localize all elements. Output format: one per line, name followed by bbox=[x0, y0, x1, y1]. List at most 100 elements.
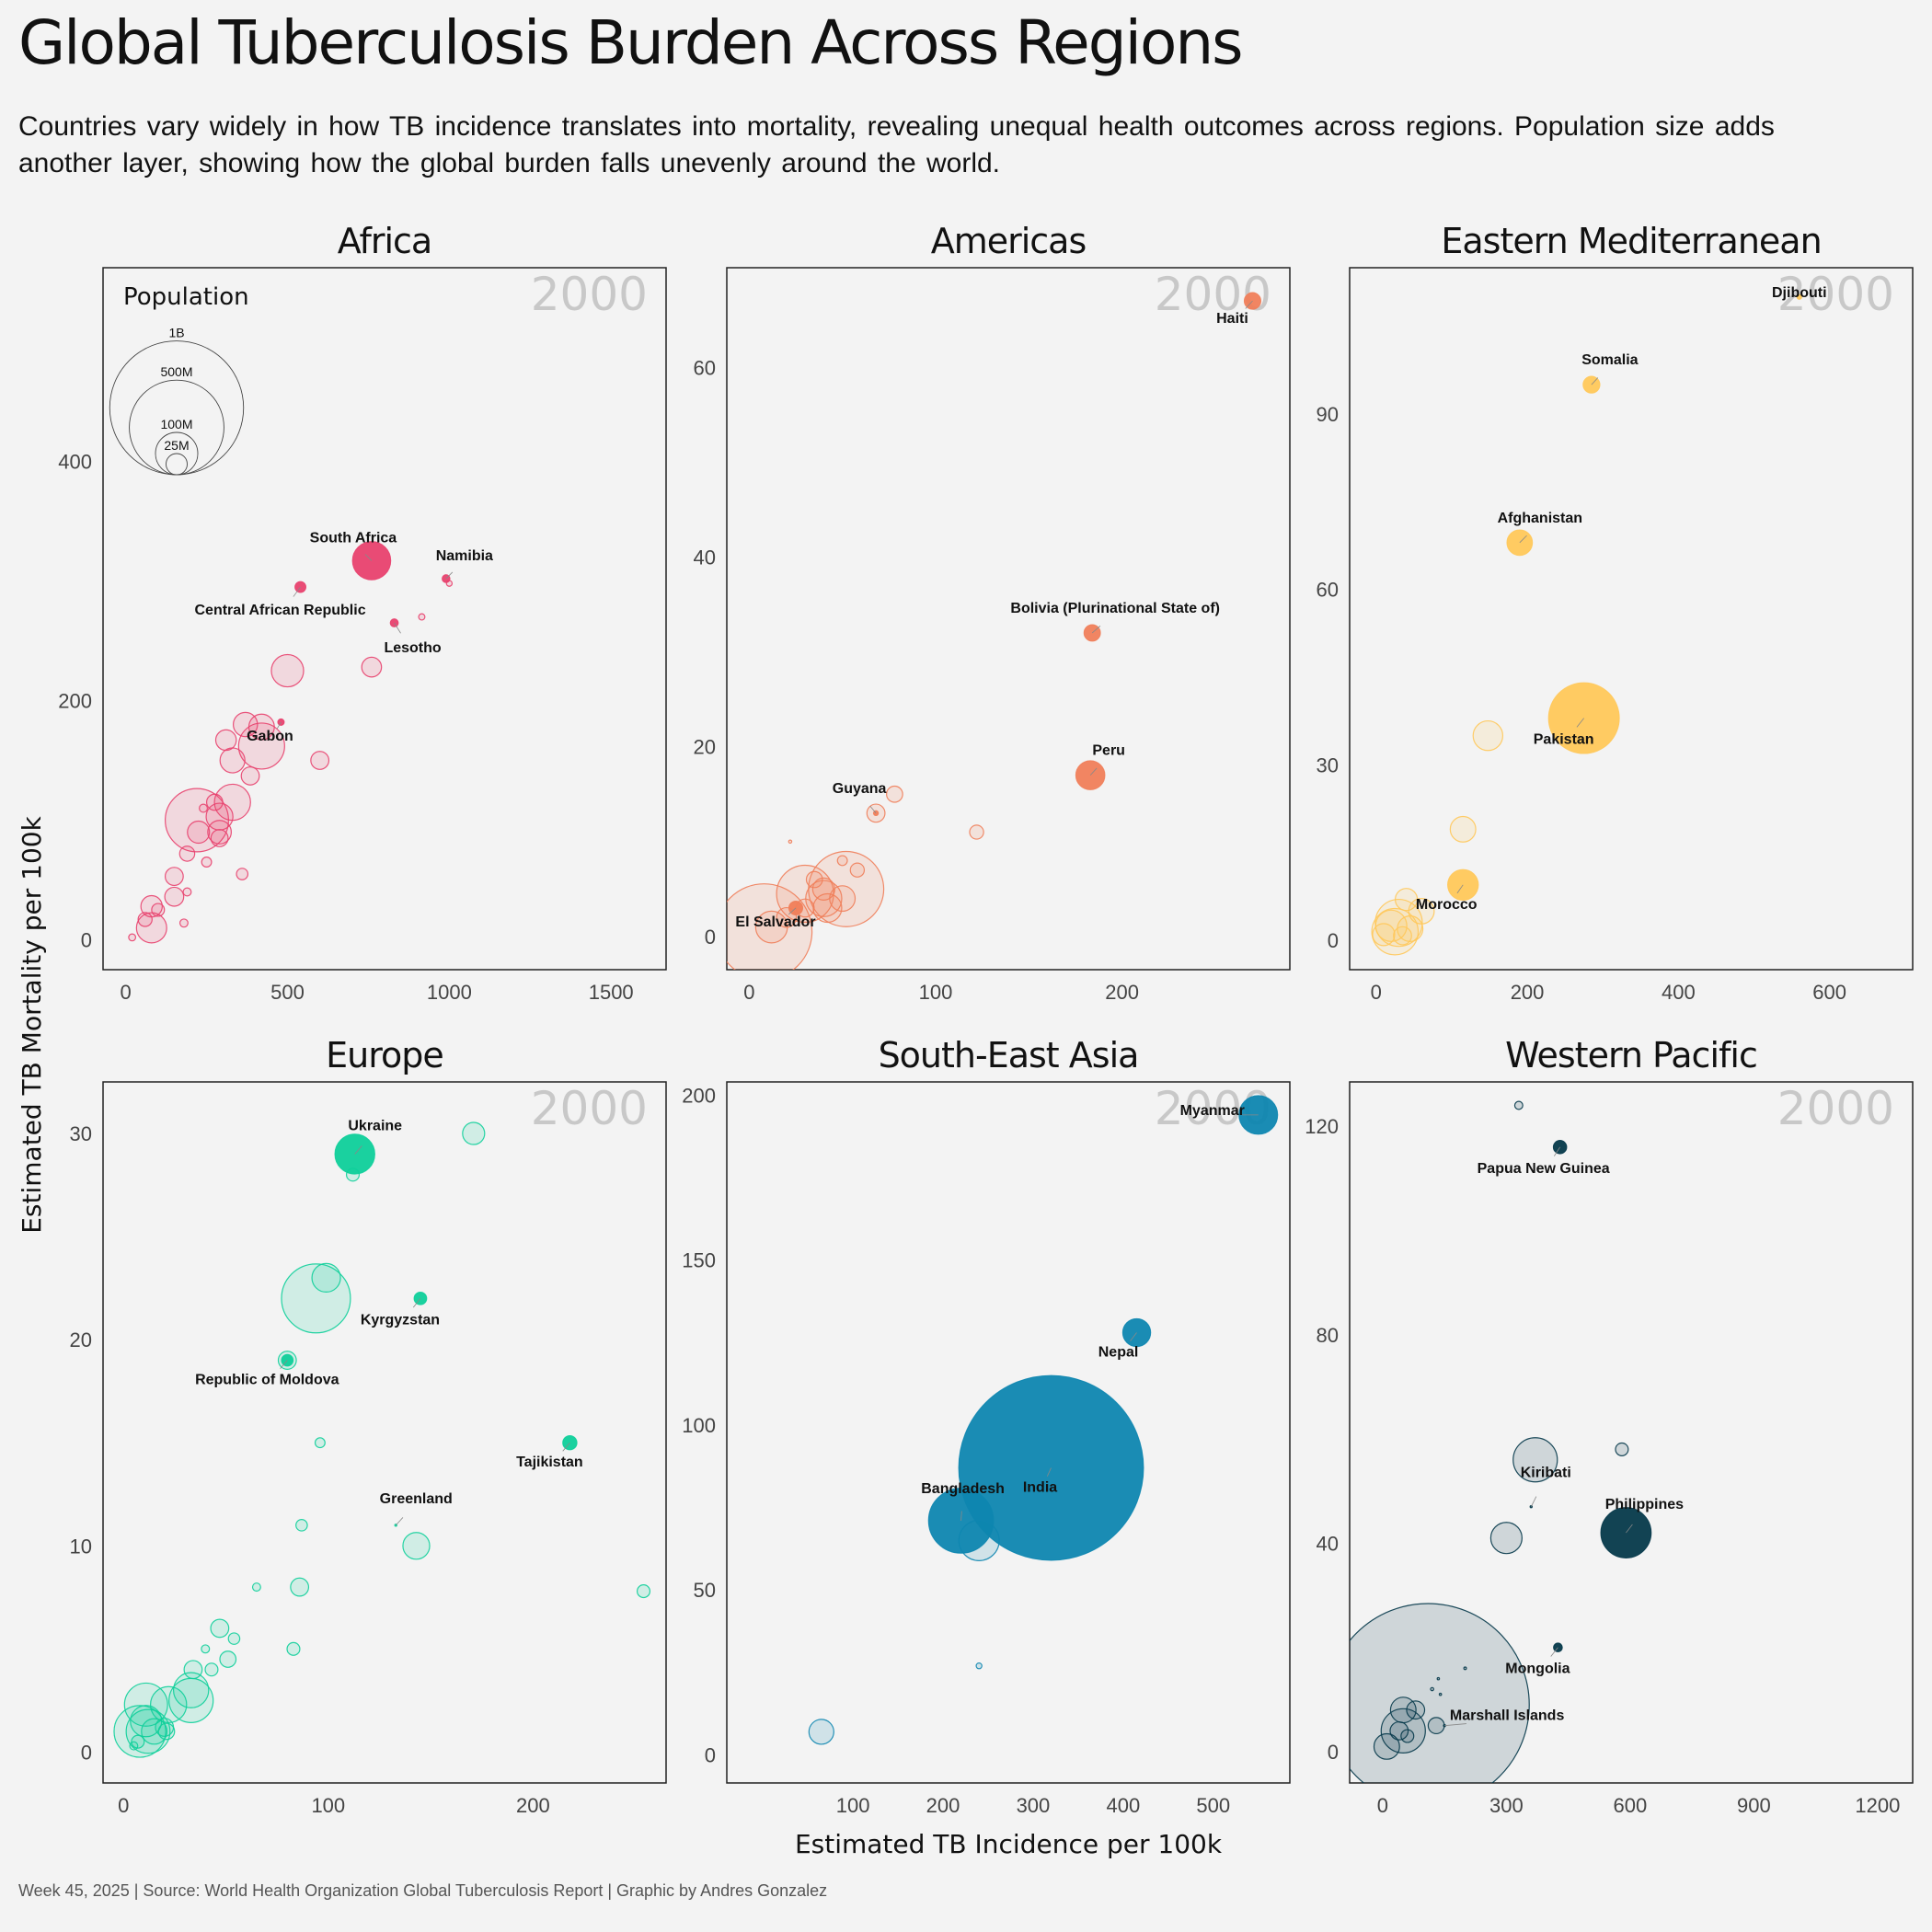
data-point bbox=[210, 1618, 230, 1639]
data-point bbox=[1400, 1729, 1415, 1743]
data-point bbox=[131, 1734, 145, 1749]
data-point bbox=[969, 824, 984, 840]
y-tick-label: 100 bbox=[682, 1414, 716, 1437]
data-point bbox=[1438, 1692, 1443, 1696]
data-point bbox=[151, 903, 166, 917]
label-leader bbox=[869, 805, 877, 814]
label-leader bbox=[1519, 535, 1527, 544]
y-tick-label: 150 bbox=[682, 1249, 716, 1272]
x-tick-label: 0 bbox=[743, 981, 754, 1004]
x-tick-label: 0 bbox=[118, 1794, 129, 1817]
data-point bbox=[1615, 1442, 1629, 1456]
point-label: Peru bbox=[1092, 743, 1125, 759]
data-point bbox=[1489, 1522, 1523, 1555]
y-tick-label: 400 bbox=[58, 451, 92, 474]
facet-title: Africa bbox=[338, 221, 431, 261]
y-tick-label: 0 bbox=[81, 1741, 92, 1764]
point-label: Afghanistan bbox=[1498, 511, 1582, 526]
point-label: Lesotho bbox=[384, 640, 441, 656]
data-point bbox=[236, 868, 249, 880]
data-point bbox=[123, 1682, 168, 1727]
y-tick-label: 30 bbox=[70, 1122, 92, 1145]
y-tick-label: 50 bbox=[694, 1579, 716, 1602]
x-tick-label: 0 bbox=[1371, 981, 1382, 1004]
data-point bbox=[183, 1660, 203, 1680]
data-point bbox=[182, 887, 192, 897]
year-watermark: 2000 bbox=[1777, 268, 1894, 321]
point-label: Kiribati bbox=[1521, 1466, 1571, 1481]
x-tick-label: 100 bbox=[836, 1794, 870, 1817]
data-point bbox=[311, 1262, 341, 1294]
data-point bbox=[1472, 719, 1504, 752]
source-caption: Week 45, 2025 | Source: World Health Org… bbox=[18, 1881, 828, 1900]
data-point bbox=[1406, 1700, 1426, 1720]
data-point bbox=[270, 653, 305, 688]
panel-frame bbox=[1349, 1081, 1914, 1784]
point-label: Central African Republic bbox=[194, 603, 365, 618]
x-tick-label: 0 bbox=[1377, 1794, 1388, 1817]
point-label: Bolivia (Plurinational State of) bbox=[1010, 601, 1220, 616]
x-tick-label: 200 bbox=[1511, 981, 1545, 1004]
data-point-highlighted bbox=[562, 1434, 578, 1451]
legend-label: 25M bbox=[164, 438, 189, 453]
data-point bbox=[178, 918, 189, 928]
y-tick-label: 200 bbox=[682, 1084, 716, 1107]
panel-frame bbox=[1349, 267, 1914, 971]
x-tick-label: 600 bbox=[1614, 1794, 1648, 1817]
data-point bbox=[462, 1121, 486, 1145]
chart-subtitle: Countries vary widely in how TB incidenc… bbox=[18, 111, 1775, 178]
data-point bbox=[247, 713, 275, 741]
legend-circle bbox=[166, 453, 188, 476]
y-tick-label: 90 bbox=[1317, 403, 1339, 426]
panel-frame bbox=[102, 1081, 667, 1784]
legend-title: Population bbox=[123, 283, 249, 311]
data-point bbox=[295, 1519, 308, 1532]
label-leader bbox=[293, 586, 301, 597]
x-tick-label: 900 bbox=[1737, 1794, 1771, 1817]
x-tick-label: 1200 bbox=[1855, 1794, 1900, 1817]
data-point bbox=[958, 1519, 1000, 1561]
x-tick-label: 200 bbox=[1105, 981, 1139, 1004]
point-label: Tajikistan bbox=[516, 1455, 583, 1470]
data-point bbox=[811, 877, 835, 901]
x-tick-label: 500 bbox=[270, 981, 305, 1004]
point-label: Philippines bbox=[1605, 1497, 1684, 1512]
data-point bbox=[1389, 1720, 1409, 1741]
x-tick-label: 1500 bbox=[589, 981, 634, 1004]
y-tick-label: 0 bbox=[81, 929, 92, 952]
data-point bbox=[1373, 1732, 1400, 1760]
data-point bbox=[1350, 1603, 1530, 1783]
label-leader bbox=[1530, 1496, 1537, 1507]
data-point bbox=[201, 857, 213, 868]
data-point bbox=[975, 1662, 983, 1670]
y-tick-label: 40 bbox=[1317, 1532, 1339, 1555]
panel-western-pacific: Western Pacific 2000 0 300 600 900 1200 0 40 80 12… bbox=[1305, 1035, 1914, 1817]
data-point bbox=[314, 1437, 326, 1449]
x-tick-label: 300 bbox=[1017, 1794, 1051, 1817]
data-point-highlighted bbox=[1447, 868, 1479, 901]
data-point bbox=[178, 845, 196, 862]
panel-frame bbox=[726, 267, 1291, 971]
data-point bbox=[361, 656, 383, 678]
data-point bbox=[128, 933, 137, 942]
data-point bbox=[205, 793, 224, 811]
y-tick-label: 0 bbox=[705, 926, 716, 949]
label-leader bbox=[1550, 1647, 1558, 1657]
data-point bbox=[240, 766, 260, 786]
x-tick-label: 400 bbox=[1106, 1794, 1140, 1817]
point-label: Republic of Moldova bbox=[195, 1373, 339, 1388]
point-label: Somalia bbox=[1581, 352, 1638, 368]
point-label: El Salvador bbox=[735, 914, 815, 930]
facet-title: Eastern Mediterranean bbox=[1441, 221, 1821, 261]
data-point bbox=[135, 912, 167, 944]
x-tick-label: 100 bbox=[311, 1794, 345, 1817]
x-tick-label: 600 bbox=[1812, 981, 1846, 1004]
label-leader bbox=[1444, 1723, 1466, 1727]
data-point bbox=[1449, 815, 1477, 843]
y-tick-label: 10 bbox=[70, 1535, 92, 1558]
data-point bbox=[310, 751, 330, 770]
label-leader bbox=[364, 554, 373, 561]
data-point bbox=[233, 711, 259, 738]
